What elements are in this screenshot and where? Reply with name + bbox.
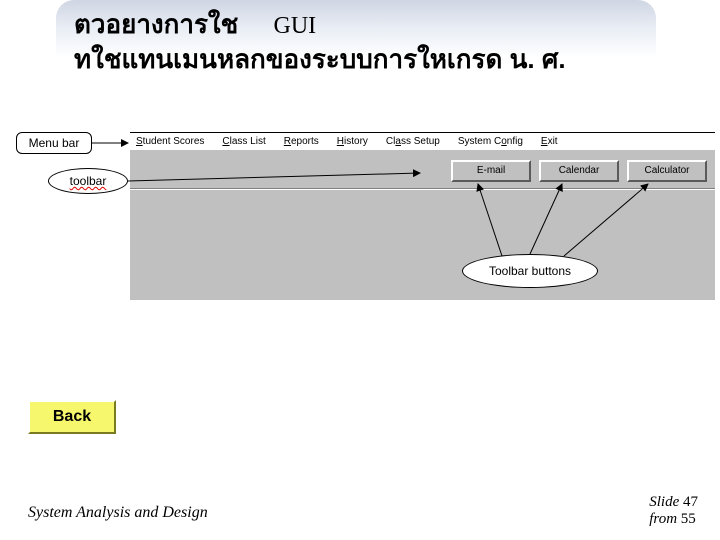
toolbar-button-calendar[interactable]: Calendar <box>539 160 619 182</box>
footer-right: Slide 47 from 55 <box>649 494 698 529</box>
title-gui-word: GUI <box>274 13 317 39</box>
menu-item[interactable]: Class List <box>222 136 265 147</box>
slide-title-banner: ตวอยางการใช GUI ทใชแทนเมนหลกของระบบการให… <box>56 0 656 83</box>
footer-total-num: 55 <box>681 511 696 527</box>
footer-from-line: from 55 <box>649 511 698 528</box>
menu-item[interactable]: Class Setup <box>386 136 440 147</box>
toolbar-button-email[interactable]: E-mail <box>451 160 531 182</box>
back-button[interactable]: Back <box>28 400 116 434</box>
menu-item[interactable]: Exit <box>541 136 558 147</box>
callout-menubar-label: Menu bar <box>29 136 80 150</box>
menubar: Student Scores Class List Reports Histor… <box>130 132 715 150</box>
menu-item[interactable]: History <box>337 136 368 147</box>
menu-item[interactable]: System Config <box>458 136 523 147</box>
toolbar-button-calculator[interactable]: Calculator <box>627 160 707 182</box>
gui-separator <box>130 188 715 190</box>
callout-toolbar: toolbar <box>48 168 128 194</box>
footer-slide-line: Slide 47 <box>649 494 698 511</box>
slide-title-line1: ตวอยางการใช GUI <box>74 4 638 45</box>
callout-toolbar-buttons-label: Toolbar buttons <box>489 264 571 278</box>
slide-title-line2: ทใชแทนเมนหลกของระบบการใหเกรด น. ศ. <box>74 45 638 75</box>
footer-slide-word: Slide <box>649 494 683 510</box>
callout-toolbar-buttons: Toolbar buttons <box>462 254 598 288</box>
footer-left: System Analysis and Design <box>28 504 208 522</box>
footer-slide-num: 47 <box>683 494 698 510</box>
callout-menubar: Menu bar <box>16 132 92 154</box>
menu-item[interactable]: Student Scores <box>136 136 204 147</box>
callout-toolbar-label: toolbar <box>70 174 107 188</box>
menu-item[interactable]: Reports <box>284 136 319 147</box>
gui-window: Student Scores Class List Reports Histor… <box>130 132 715 300</box>
footer-from-word: from <box>649 511 681 527</box>
toolbar: E-mail Calendar Calculator <box>451 160 707 182</box>
title-prefix: ตวอยางการใช <box>74 9 238 39</box>
